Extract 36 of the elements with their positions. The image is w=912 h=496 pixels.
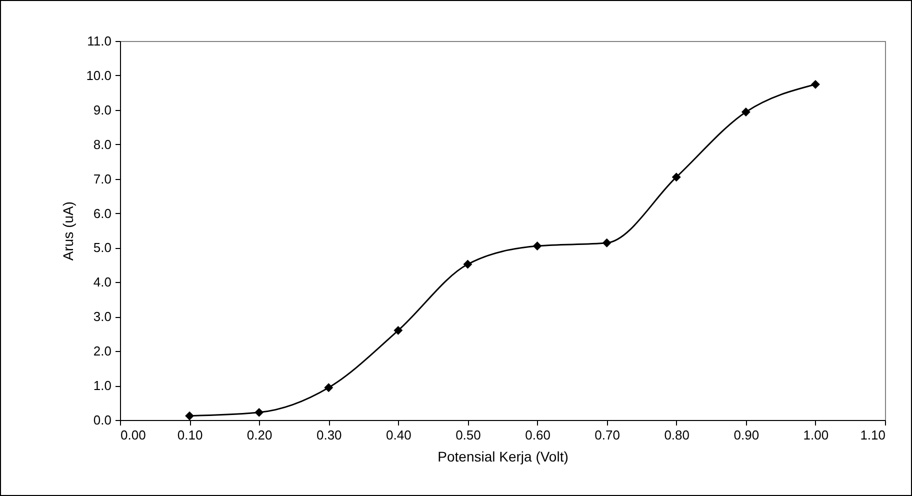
x-tick-label: 0.30: [316, 428, 342, 442]
x-tick-label: 0.00: [120, 428, 146, 442]
x-tick-label: 0.60: [525, 428, 550, 442]
point: [532, 242, 542, 250]
y-tick-label: 4.0: [93, 274, 112, 290]
point: [185, 411, 194, 420]
x-tick-label: 0.10: [177, 428, 203, 442]
y-tick-label: 3.0: [93, 309, 112, 324]
y-tick-label: 11.0: [87, 34, 112, 48]
y-axis-title: Arus (uA): [60, 201, 76, 261]
x-tick-label: 0.20: [246, 428, 272, 442]
x-tick-label: 0.80: [664, 428, 690, 442]
point: [324, 383, 334, 392]
point: [394, 326, 403, 335]
point: [741, 108, 750, 116]
x-tick-label: 1.00: [803, 428, 829, 442]
x-tick-label: 0.50: [456, 428, 481, 442]
y-tick-label: 7.0: [93, 171, 112, 186]
y-tick-label: 1.0: [93, 378, 112, 394]
y-tick-label: 9.0: [93, 102, 112, 118]
y-tick-label: 0.0: [93, 412, 112, 428]
x-tick-label: 0.40: [386, 428, 412, 442]
y-tick-label: 2.0: [93, 344, 112, 359]
y-tick-label: 10.0: [86, 68, 112, 83]
point: [602, 238, 612, 248]
y-tick-label: 8.0: [93, 136, 112, 152]
point: [254, 408, 264, 417]
point: [810, 80, 820, 89]
x-tick-label: 0.90: [734, 428, 760, 442]
y-tick-label: 5.0: [93, 240, 112, 256]
point: [672, 172, 681, 182]
x-tick-label: 0.70: [594, 428, 620, 442]
point: [463, 260, 472, 269]
y-tick-label: 6.0: [93, 206, 112, 221]
x-axis-title: Potensial Kerja (Volt): [438, 448, 568, 464]
x-tick-label: 1.10: [860, 428, 886, 442]
